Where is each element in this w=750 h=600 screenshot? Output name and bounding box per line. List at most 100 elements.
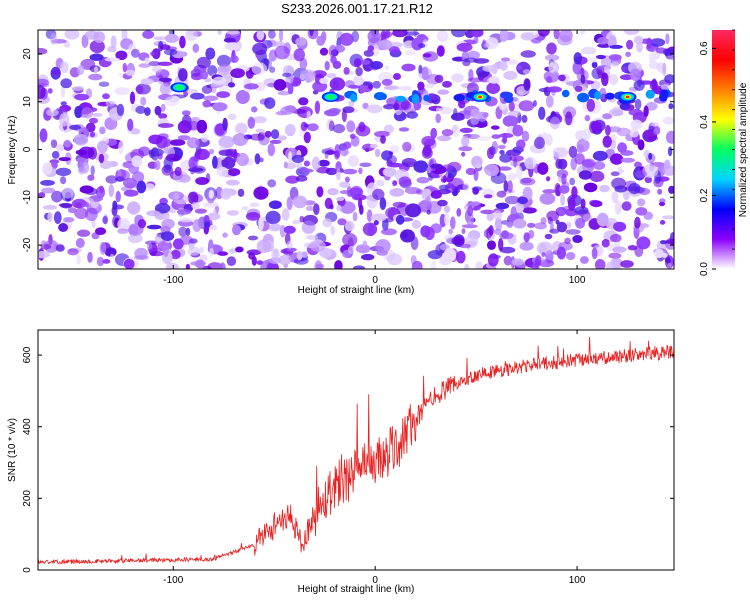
noise-blob — [580, 74, 586, 84]
noise-blob — [71, 198, 87, 209]
noise-blob — [343, 67, 350, 75]
noise-blob — [148, 61, 161, 67]
noise-blob — [486, 212, 494, 222]
noise-blob — [94, 66, 99, 74]
noise-blob — [144, 57, 150, 65]
noise-blob — [367, 30, 381, 43]
noise-blob — [207, 262, 223, 269]
noise-blob — [203, 202, 219, 208]
noise-blob — [646, 37, 652, 49]
noise-blob — [590, 121, 602, 132]
noise-blob — [340, 145, 349, 157]
noise-blob — [575, 217, 586, 229]
noise-blob — [367, 45, 375, 52]
noise-blob — [136, 180, 147, 194]
noise-blob — [292, 195, 308, 209]
noise-blob — [621, 65, 627, 73]
noise-blob — [523, 232, 530, 243]
noise-blob — [336, 167, 341, 181]
noise-blob — [179, 35, 186, 49]
noise-blob — [99, 185, 104, 194]
noise-blob — [153, 36, 166, 41]
noise-blob — [230, 55, 239, 63]
colorbar-tick-label: 0.2 — [699, 188, 710, 202]
noise-blob — [536, 241, 553, 255]
noise-blob — [389, 145, 400, 153]
noise-blob — [430, 190, 442, 199]
noise-blob — [382, 218, 389, 231]
noise-blob — [309, 30, 314, 37]
noise-blob — [610, 233, 622, 243]
noise-blob — [442, 80, 452, 88]
noise-blob — [46, 108, 59, 117]
band-blob — [503, 95, 514, 103]
noise-blob — [76, 254, 81, 265]
noise-blob — [85, 122, 96, 133]
noise-blob — [370, 213, 387, 222]
noise-blob — [465, 133, 480, 140]
noise-blob — [376, 179, 385, 187]
colorbar: 0.0 0.2 0.4 0.6 Normalized spectral amplitu… — [699, 29, 749, 276]
noise-blob — [568, 145, 578, 158]
noise-blob — [278, 254, 292, 266]
noise-blob — [582, 214, 593, 222]
band-blob — [373, 92, 387, 101]
noise-blob — [629, 127, 640, 138]
noise-blob — [201, 134, 209, 143]
noise-blob — [581, 158, 596, 168]
noise-blob — [366, 209, 373, 222]
noise-blob — [580, 198, 586, 210]
noise-blob — [165, 153, 180, 162]
noise-blob — [522, 69, 532, 75]
noise-blob — [522, 186, 533, 201]
noise-blob — [597, 71, 603, 79]
noise-blob — [38, 251, 51, 259]
noise-blob — [191, 165, 206, 174]
noise-blob — [127, 118, 134, 131]
noise-blob — [538, 106, 546, 120]
noise-blob — [437, 89, 450, 95]
noise-blob — [589, 57, 599, 63]
noise-blob — [311, 156, 321, 171]
noise-blob — [283, 161, 288, 169]
noise-blob — [135, 105, 146, 114]
noise-blob — [499, 232, 514, 240]
noise-blob — [41, 187, 56, 194]
noise-blob — [85, 207, 98, 221]
noise-blob — [146, 224, 162, 230]
noise-blob — [474, 163, 482, 169]
noise-blob — [177, 135, 191, 141]
noise-blob — [47, 211, 53, 223]
noise-blob — [552, 147, 569, 158]
noise-blob — [43, 239, 59, 253]
noise-blob — [319, 47, 329, 56]
noise-blob — [74, 105, 83, 119]
noise-blob — [452, 188, 461, 194]
noise-blob — [347, 155, 359, 168]
noise-blob — [379, 39, 393, 50]
noise-blob — [116, 103, 125, 116]
noise-blob — [328, 44, 338, 59]
noise-blob — [303, 160, 310, 167]
noise-blob — [161, 231, 175, 242]
noise-blob — [204, 77, 212, 83]
band-blob — [423, 94, 430, 102]
noise-blob — [545, 95, 554, 108]
noise-blob — [583, 182, 598, 193]
noise-blob — [465, 167, 476, 176]
noise-blob — [487, 240, 496, 250]
noise-blob — [517, 64, 522, 70]
noise-blob — [315, 263, 325, 269]
noise-blob — [345, 176, 350, 183]
noise-blob — [177, 120, 192, 134]
noise-blob — [249, 133, 265, 141]
noise-blob — [560, 193, 566, 207]
tick-label: 0 — [372, 275, 378, 286]
noise-blob — [484, 164, 500, 177]
noise-blob — [41, 240, 47, 246]
noise-blob — [369, 60, 383, 70]
noise-blob — [52, 69, 61, 75]
noise-blob — [456, 42, 473, 52]
noise-blob — [662, 48, 674, 56]
noise-blob — [605, 124, 611, 136]
